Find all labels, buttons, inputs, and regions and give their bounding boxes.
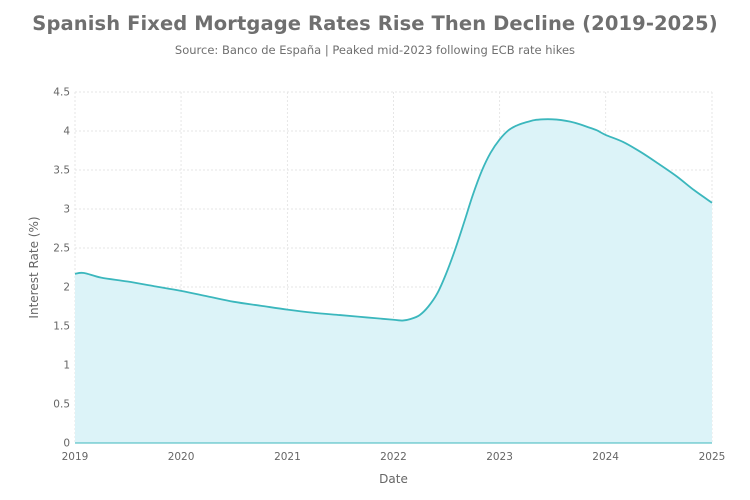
y-axis-ticks: 0 0.5 1 1.5 2 2.5 3 3.5 4 4.5	[53, 87, 70, 450]
y-tick-label: 4.5	[53, 87, 70, 99]
y-tick-label: 0	[63, 438, 70, 450]
y-tick-label: 0.5	[53, 399, 70, 411]
x-tick-label: 2021	[274, 451, 301, 463]
y-tick-label: 3	[63, 204, 70, 216]
y-tick-label: 3.5	[53, 165, 70, 177]
chart-title: Spanish Fixed Mortgage Rates Rise Then D…	[32, 12, 718, 35]
y-tick-label: 1	[63, 360, 70, 372]
y-tick-label: 2	[63, 282, 70, 294]
x-tick-label: 2019	[62, 451, 89, 463]
series-line	[74, 118, 713, 322]
x-tick-label: 2023	[486, 451, 513, 463]
y-tick-label: 1.5	[53, 321, 70, 333]
chart-subtitle: Source: Banco de España | Peaked mid-202…	[174, 43, 576, 57]
x-tick-label: 2024	[592, 451, 619, 463]
x-tick-label: 2022	[380, 451, 407, 463]
y-tick-label: 2.5	[53, 243, 70, 255]
y-axis-title: Interest Rate (%)	[27, 216, 41, 318]
x-axis-title: Date	[379, 472, 408, 486]
y-tick-label: 4	[63, 126, 70, 138]
x-tick-label: 2020	[168, 451, 195, 463]
x-axis-ticks: 2019 2020 2021 2022 2023 2024 2025	[62, 451, 726, 463]
area-fill	[75, 119, 712, 443]
x-tick-label: 2025	[699, 451, 726, 463]
